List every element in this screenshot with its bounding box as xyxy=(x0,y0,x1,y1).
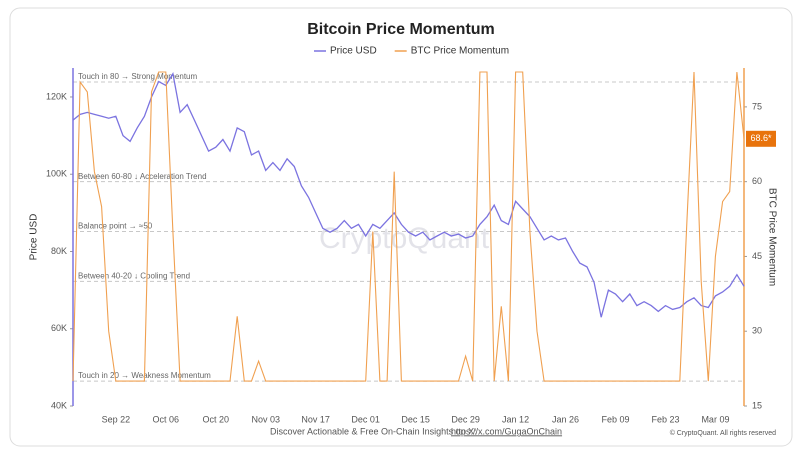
y-tick-label: 120K xyxy=(46,91,67,101)
x-tick-label: Nov 17 xyxy=(301,414,330,424)
x-tick-label: Sep 22 xyxy=(102,414,131,424)
last-value-tag xyxy=(746,130,776,147)
x-tick-label: Jan 26 xyxy=(552,414,579,424)
x-tick-label: Dec 29 xyxy=(451,414,480,424)
reference-label: Between 40-20 ↓ Cooling Trend xyxy=(78,271,190,280)
reference-label: Between 60-80 ↓ Acceleration Trend xyxy=(78,172,207,181)
legend-label: BTC Price Momentum xyxy=(411,46,509,57)
last-value-label: 68.6* xyxy=(750,133,772,143)
y2-tick-label: 60 xyxy=(752,176,762,186)
x-tick-label: Nov 03 xyxy=(251,414,280,424)
chart-title: Bitcoin Price Momentum xyxy=(307,21,495,38)
x-tick-label: Oct 20 xyxy=(203,414,230,424)
card xyxy=(9,7,793,447)
y-tick-label: 40K xyxy=(51,400,67,410)
x-tick-label: Oct 06 xyxy=(153,414,180,424)
copyright: © CryptoQuant. All rights reserved xyxy=(670,429,776,437)
footer-text: Discover Actionable & Free On-Chain Insi… xyxy=(270,426,477,436)
legend-label: Price USD xyxy=(330,46,377,57)
reference-label: Touch in 80 → Strong Momentum xyxy=(78,72,198,81)
x-tick-label: Feb 09 xyxy=(601,414,629,424)
y2-axis-title: BTC Price Momentum xyxy=(766,188,777,286)
x-tick-label: Mar 09 xyxy=(701,414,729,424)
y-tick-label: 60K xyxy=(51,323,67,333)
x-tick-label: Dec 01 xyxy=(351,414,380,424)
series-line xyxy=(72,71,745,382)
x-tick-label: Dec 15 xyxy=(401,414,430,424)
y-tick-label: 100K xyxy=(46,169,67,179)
y-tick-label: 80K xyxy=(51,246,67,256)
y2-tick-label: 75 xyxy=(752,101,762,111)
x-tick-label: Feb 23 xyxy=(651,414,679,424)
y2-tick-label: 15 xyxy=(752,400,762,410)
reference-label: Balance point → ≈50 xyxy=(78,222,153,231)
y2-tick-label: 45 xyxy=(752,251,762,261)
footer-link[interactable]: https://x.com/GugaOnChain xyxy=(451,426,562,436)
x-tick-label: Jan 12 xyxy=(502,414,529,424)
y-axis-title: Price USD xyxy=(29,214,40,261)
series-line xyxy=(72,72,745,318)
y2-tick-label: 30 xyxy=(752,326,762,336)
